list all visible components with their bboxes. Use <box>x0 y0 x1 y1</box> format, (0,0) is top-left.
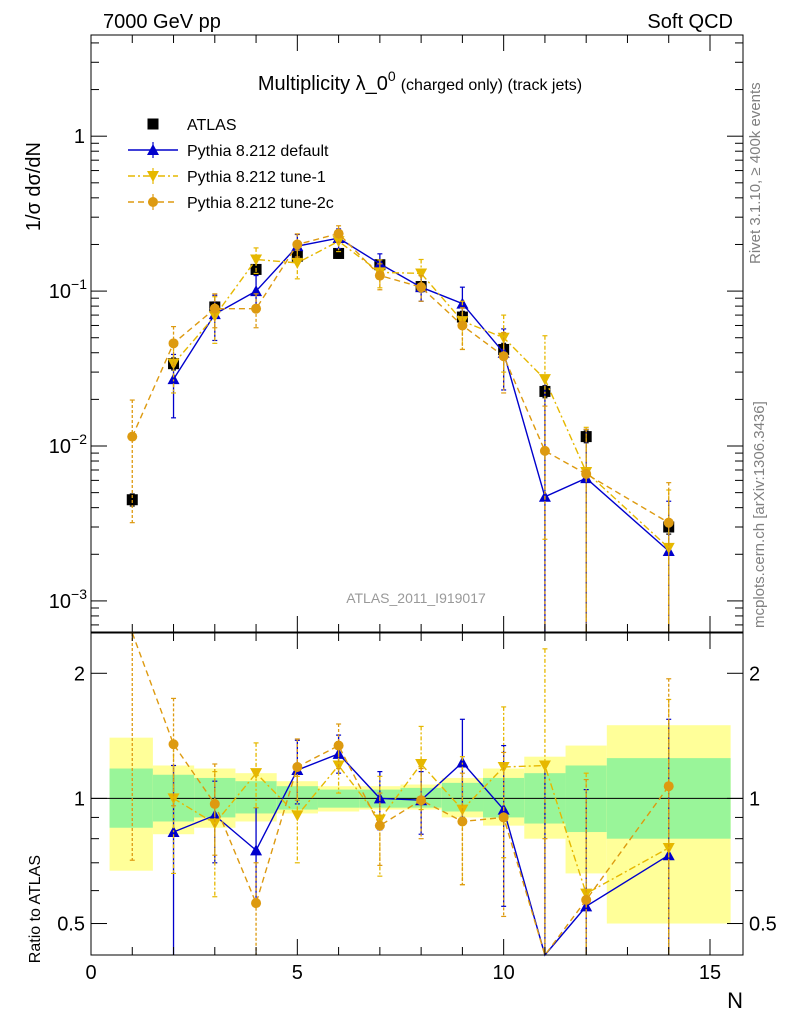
title-superscript: 0 <box>388 68 396 84</box>
legend-marker-pythia-8-212-tune-1 <box>147 171 159 182</box>
main-point-pythia-8-212-tune-2c <box>168 338 179 349</box>
main-ytick-label: 10−1 <box>49 276 87 303</box>
main-point-pythia-8-212-tune-2c <box>457 320 468 331</box>
main-point-pythia-8-212-tune-2c <box>209 303 220 314</box>
main-point-pythia-8-212-tune-2c <box>374 270 385 281</box>
legend-marker-pythia-8-212-tune-2c <box>148 197 158 207</box>
ratio-frame <box>90 632 744 956</box>
ratio-point-pythia-8-212-default <box>456 756 469 768</box>
legend-label-pythia-8-212-tune-1: Pythia 8.212 tune-1 <box>187 169 326 186</box>
ratio-panel: 0.5 0.5 1 1 2 2 0 5 10 15 Ratio to ATLAS N <box>27 632 777 1013</box>
x-tick-label: 10 <box>493 962 515 984</box>
ratio-ytick-label-right: 2 <box>749 663 760 685</box>
legend-label-pythia-8-212-default: Pythia 8.212 default <box>187 143 329 160</box>
main-panel: 10−3 10−2 10−1 1 Multiplicity λ_00 (charged … <box>23 34 744 633</box>
plot-title: Multiplicity λ_00 (charged only) (track j… <box>258 68 582 95</box>
ratio-point-pythia-8-212-default <box>250 844 263 856</box>
ratio-ytick-label-right: 0.5 <box>749 914 777 936</box>
ratio-point-pythia-8-212-tune-2c <box>374 820 385 831</box>
main-series-pythia-8-212-tune-2c <box>127 225 674 632</box>
main-point-atlas <box>333 247 345 259</box>
main-point-pythia-8-212-tune-2c <box>127 431 138 442</box>
legend-entry-pythia-8-212-tune-1: Pythia 8.212 tune-1 <box>128 168 326 186</box>
ratio-ytick-label-left: 0.5 <box>57 914 85 936</box>
legend-entry-pythia-8-212-tune-2c: Pythia 8.212 tune-2c <box>128 194 334 212</box>
ratio-point-pythia-8-212-tune-1 <box>250 768 263 780</box>
main-point-pythia-8-212-tune-2c <box>251 303 262 314</box>
ratio-point-pythia-8-212-tune-1 <box>415 758 428 770</box>
header-left-label: 7000 GeV pp <box>103 11 221 33</box>
main-point-pythia-8-212-default <box>167 373 180 385</box>
legend-entry-atlas: ATLAS <box>147 117 237 134</box>
ratio-point-pythia-8-212-tune-1 <box>291 810 304 822</box>
ratio-ytick-label-right: 1 <box>749 788 760 810</box>
title-main: Multiplicity λ_0 <box>258 73 388 95</box>
main-point-pythia-8-212-tune-2c <box>498 351 509 362</box>
main-point-pythia-8-212-default <box>250 285 263 297</box>
ratio-point-pythia-8-212-tune-2c <box>498 812 509 823</box>
ratio-line-pythia-8-212-tune-1 <box>173 762 670 895</box>
ratio-point-pythia-8-212-tune-1 <box>580 888 593 900</box>
main-series-atlas <box>126 247 675 535</box>
legend-label-pythia-8-212-tune-2c: Pythia 8.212 tune-2c <box>187 195 334 212</box>
title-suffix: (charged only) (track jets) <box>401 77 582 94</box>
ratio-point-pythia-8-212-tune-1 <box>662 842 675 854</box>
ratio-point-pythia-8-212-tune-2c <box>416 795 427 806</box>
x-axis-label: N <box>727 988 743 1013</box>
main-point-pythia-8-212-tune-2c <box>292 239 303 250</box>
x-tick-label: 5 <box>292 962 303 984</box>
ratio-line-pythia-8-212-default <box>173 752 670 957</box>
legend: ATLAS Pythia 8.212 default Pythia 8.212 tu… <box>128 117 334 212</box>
ratio-point-pythia-8-212-tune-2c <box>663 781 674 792</box>
ratio-point-pythia-8-212-tune-2c <box>251 898 262 909</box>
x-tick-label: 15 <box>699 962 721 984</box>
x-tick-label: 0 <box>85 962 96 984</box>
ratio-ytick-label-left: 2 <box>74 663 85 685</box>
main-point-pythia-8-212-tune-1 <box>250 254 263 266</box>
ratio-point-pythia-8-212-tune-2c <box>581 894 592 905</box>
main-point-pythia-8-212-tune-2c <box>663 517 674 528</box>
legend-entry-pythia-8-212-default: Pythia 8.212 default <box>128 142 329 160</box>
legend-marker-atlas <box>147 118 159 130</box>
main-point-pythia-8-212-tune-2c <box>581 468 592 479</box>
main-ytick-label: 10−2 <box>49 431 87 458</box>
ratio-point-pythia-8-212-tune-2c <box>333 740 344 751</box>
ratio-series-pythia-8-212-tune-2c <box>129 632 674 957</box>
main-point-pythia-8-212-tune-1 <box>291 257 304 269</box>
legend-marker-pythia-8-212-default <box>147 144 159 155</box>
ratio-point-pythia-8-212-tune-1 <box>538 760 551 772</box>
ratio-series-pythia-8-212-tune-1 <box>167 648 675 955</box>
rivet-version-label: Rivet 3.1.10, ≥ 400k events <box>747 82 764 264</box>
main-point-pythia-8-212-tune-2c <box>333 228 344 239</box>
ratio-point-pythia-8-212-tune-2c <box>209 798 220 809</box>
main-point-atlas <box>126 494 138 506</box>
ratio-point-pythia-8-212-tune-2c <box>457 816 468 827</box>
watermark: ATLAS_2011_I919017 <box>346 590 486 606</box>
header-right-label: Soft QCD <box>647 11 733 33</box>
mcplots-label: mcplots.cern.ch [arXiv:1306.3436] <box>751 401 768 628</box>
ratio-point-pythia-8-212-tune-2c <box>292 762 303 773</box>
main-ytick-label: 1 <box>74 126 85 148</box>
main-point-pythia-8-212-tune-2c <box>539 445 550 456</box>
main-line-pythia-8-212-tune-1 <box>172 240 670 549</box>
ratio-point-pythia-8-212-tune-2c <box>168 739 179 750</box>
main-point-pythia-8-212-tune-1 <box>538 374 551 386</box>
ratio-ytick-label-left: 1 <box>74 788 85 810</box>
main-point-pythia-8-212-tune-1 <box>415 268 428 280</box>
main-line-pythia-8-212-default <box>172 237 670 552</box>
main-ytick-label: 10−3 <box>49 586 87 613</box>
ratio-y-axis-label: Ratio to ATLAS <box>27 855 44 963</box>
legend-label-atlas: ATLAS <box>187 117 237 134</box>
main-frame <box>90 34 744 633</box>
main-y-axis-label: 1/σ dσ/dN <box>23 142 45 231</box>
main-point-pythia-8-212-tune-2c <box>416 282 427 293</box>
